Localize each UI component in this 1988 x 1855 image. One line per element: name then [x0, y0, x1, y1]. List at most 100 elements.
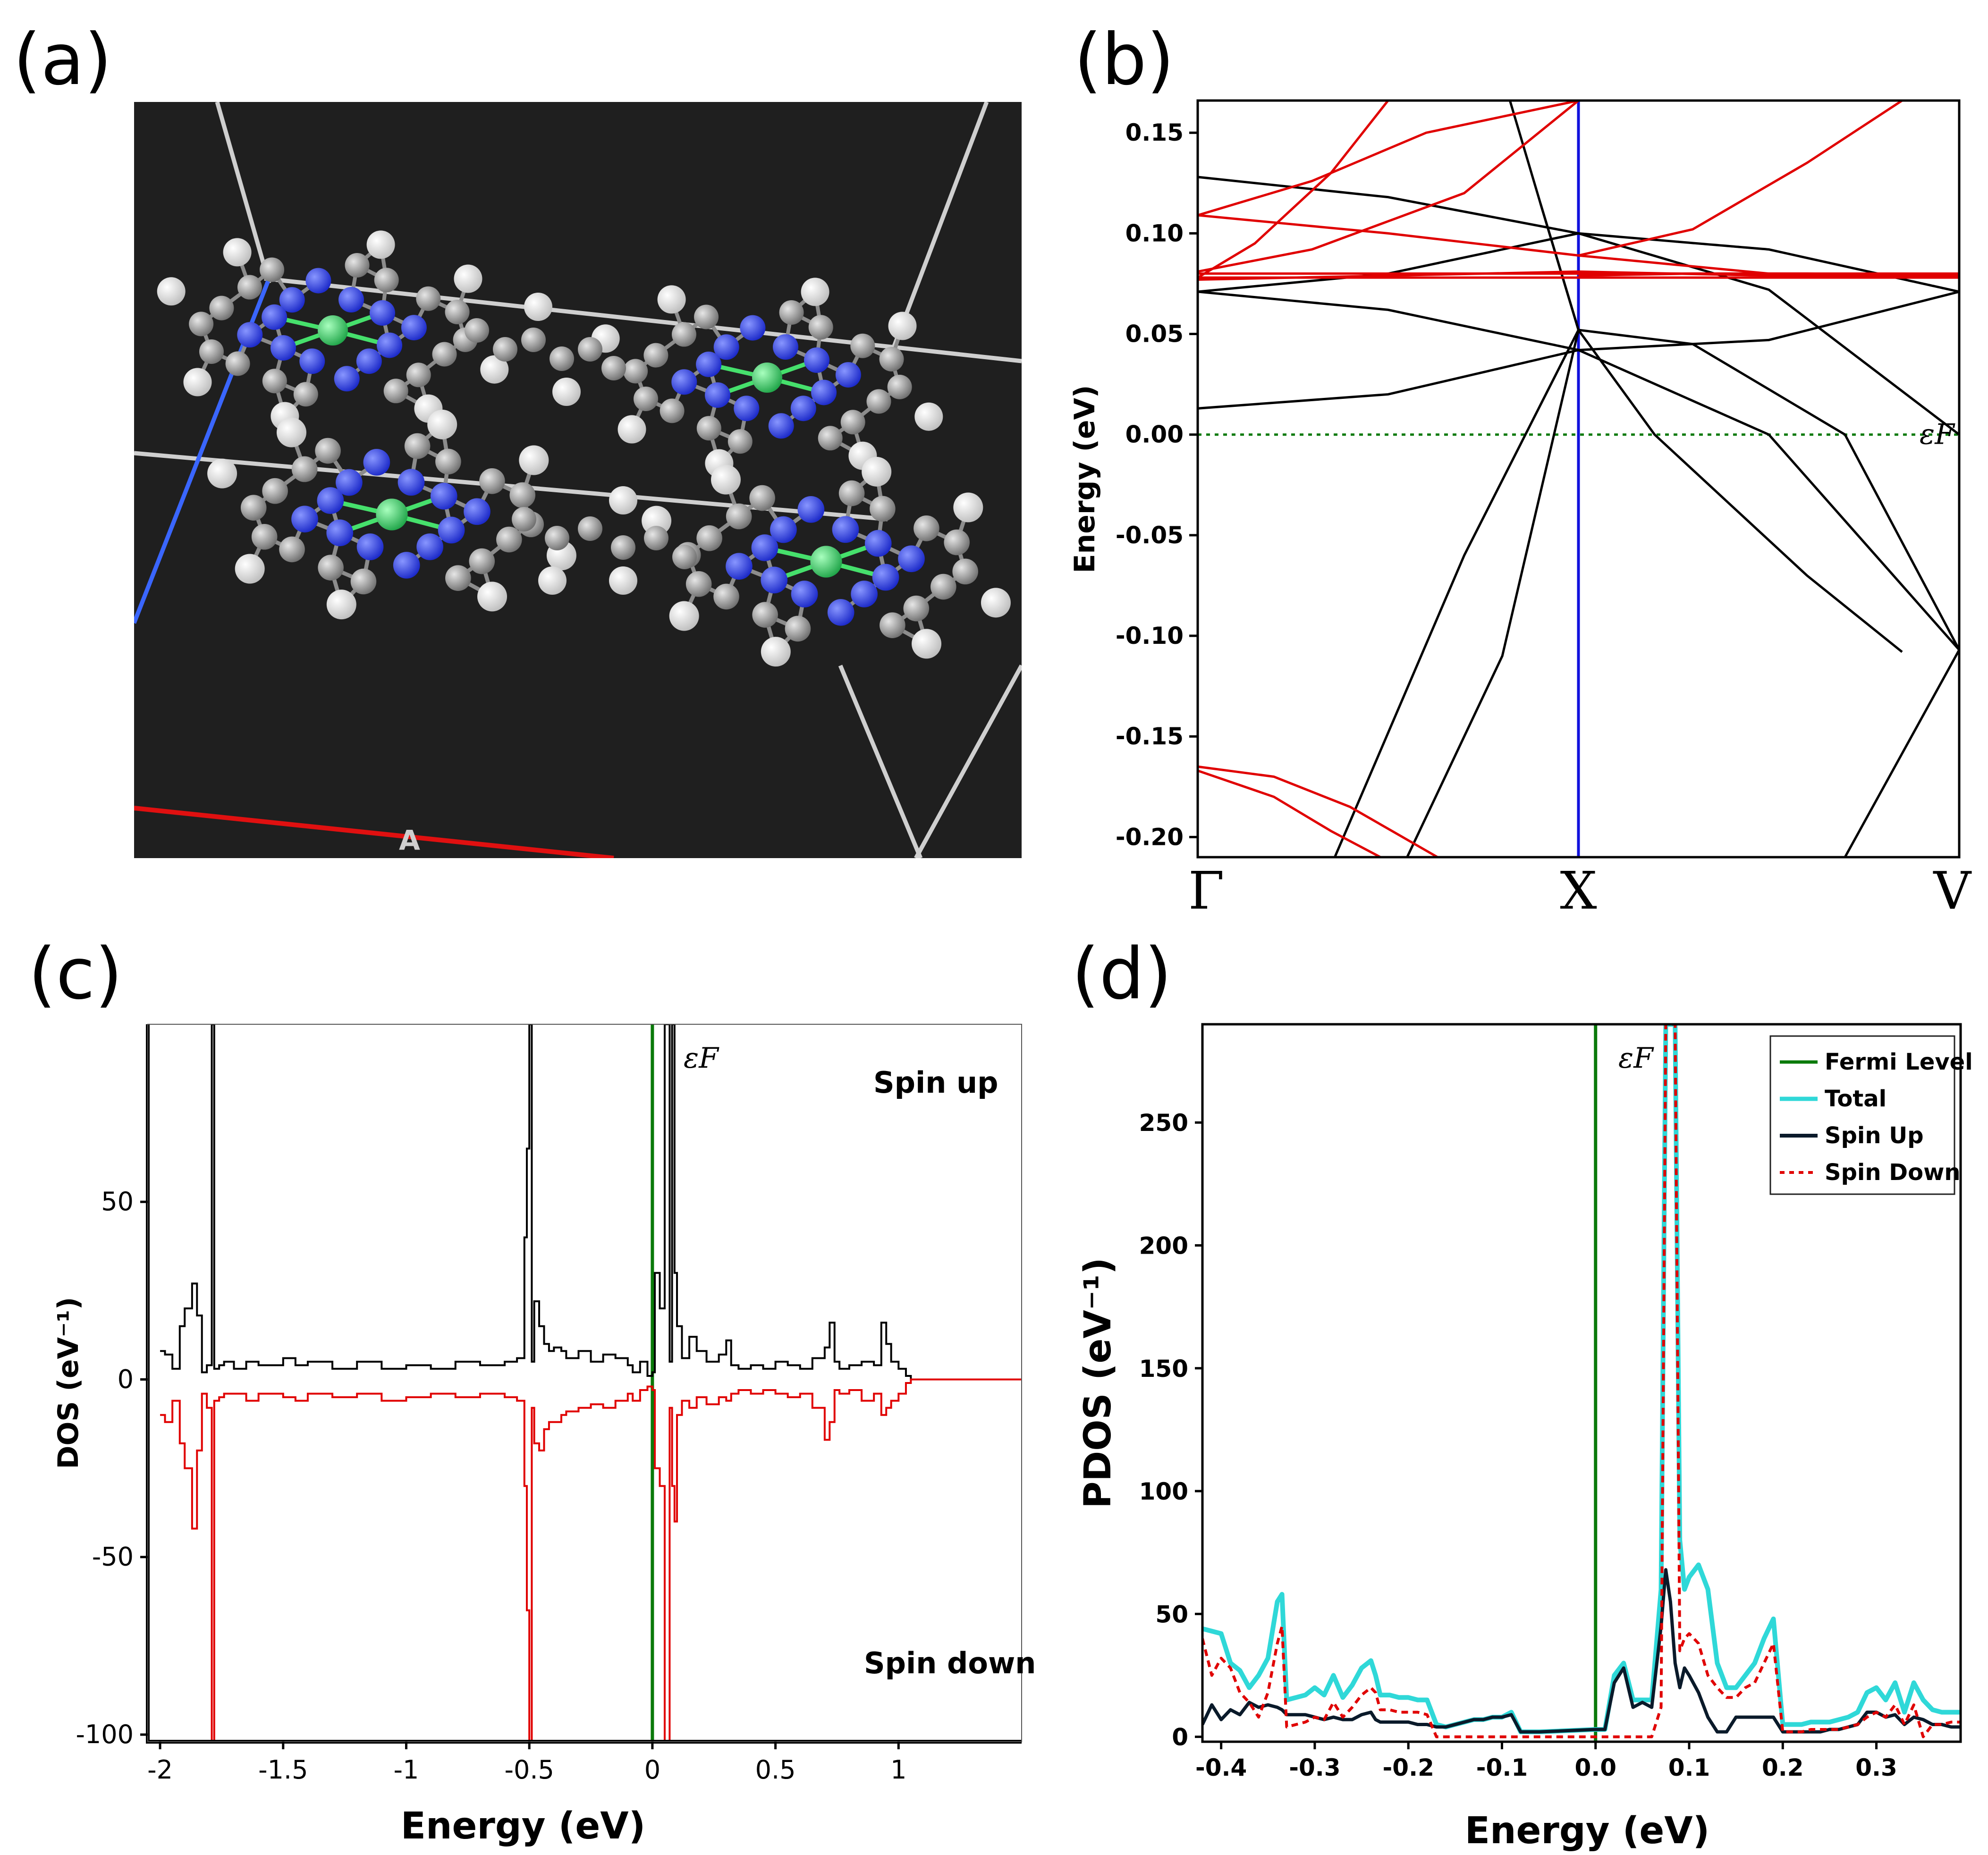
dos-series [160, 1024, 1022, 1742]
hydrogen-atom [207, 458, 237, 489]
band-line-4 [1198, 176, 1959, 436]
band-y-tick-label: 0.05 [1125, 320, 1184, 348]
carbon-atom [623, 359, 648, 384]
spin-down-annotation: Spin down [864, 1646, 1036, 1680]
band-line-6 [1406, 329, 1959, 857]
nitrogen-atom [790, 396, 816, 422]
carbon-atom [479, 468, 505, 494]
carbon-atom [432, 342, 457, 367]
metal-atom [376, 498, 408, 531]
carbon-atom [660, 398, 685, 423]
nitrogen-atom [291, 506, 318, 533]
carbon-atom [279, 536, 305, 563]
carbon-atom [416, 286, 441, 311]
pdos-x-ticks: -0.4 -0.3 -0.2 -0.1 0.0 0.1 0.2 0.3 [1195, 1742, 1897, 1781]
nitrogen-atom [356, 348, 382, 374]
hydrogen-atom [912, 629, 942, 659]
kpoint-label-V: V [1933, 860, 1972, 921]
nitrogen-atom [326, 519, 354, 547]
hydrogen-atom [761, 637, 791, 667]
pdos-x-tick-label: 0.1 [1668, 1754, 1710, 1781]
nitrogen-atom [370, 300, 395, 326]
carbon-atom [671, 322, 696, 347]
metal-atom [810, 546, 842, 578]
linker-carbon-atom [578, 337, 602, 362]
panel-label-d: (d) [1072, 933, 1172, 1015]
nitrogen-atom [299, 348, 325, 374]
hydrogen-atom [519, 445, 549, 475]
band-line-9 [1844, 649, 1959, 857]
band-structure-panel: 0.15 0.10 0.05 0.00 -0.05 -0.10 -0.15 -0.20 Γ X V… [1068, 99, 1972, 921]
pdos-series [1202, 1024, 1961, 1738]
pdos-x-tick-label: -0.4 [1195, 1754, 1247, 1781]
linker-carbon-atom [550, 346, 574, 371]
nitrogen-atom [713, 334, 739, 360]
dos-x-tick-label: 0 [644, 1755, 660, 1785]
hydrogen-atom [862, 456, 892, 487]
band-line-15 [1198, 101, 1389, 279]
bands [1198, 101, 1959, 857]
carbon-atom [469, 548, 495, 574]
linker-carbon-atom [512, 507, 536, 531]
nitrogen-atom [696, 351, 722, 377]
carbon-atom [944, 529, 970, 556]
carbon-atom [749, 485, 775, 511]
carbon-atom [728, 429, 753, 454]
nitrogen-atom [279, 287, 305, 313]
carbon-atom [251, 523, 278, 550]
carbon-atom [496, 526, 522, 553]
dos-y-tick-label: 0 [118, 1364, 134, 1394]
dos-x-tick-label: -0.5 [504, 1755, 554, 1785]
legend-label-fermi: Fermi Level [1825, 1049, 1973, 1075]
pdos-y-label: PDOS (eV⁻¹) [1077, 1257, 1119, 1508]
nitrogen-atom [356, 533, 384, 560]
carbon-atom [509, 482, 536, 508]
metal-atom [318, 315, 348, 346]
panel-label-a: (a) [13, 19, 112, 101]
linker-carbon-atom [545, 526, 569, 550]
dos-fermi-label: εF [684, 1042, 719, 1075]
carbon-atom [713, 583, 739, 610]
band-line-18 [1578, 272, 1903, 277]
carbon-atom [293, 382, 318, 407]
nitrogen-atom [334, 366, 360, 392]
carbon-atom [808, 315, 833, 340]
carbon-atom [931, 573, 956, 600]
nitrogen-atom [317, 487, 344, 514]
nitrogen-atom [363, 448, 390, 476]
carbon-atom [870, 496, 896, 522]
dos-axes [146, 1024, 1022, 1744]
nitrogen-atom [237, 322, 263, 348]
carbon-atom [726, 503, 752, 530]
nitrogen-atom [734, 396, 760, 422]
nitrogen-atom [338, 287, 364, 312]
nitrogen-atom [705, 382, 730, 408]
band-line-16 [1198, 101, 1580, 273]
carbon-atom [840, 410, 865, 435]
dos-x-tick-label: -1.5 [258, 1755, 308, 1785]
carbon-atom [240, 495, 267, 521]
band-y-tick-label: 0.15 [1125, 119, 1184, 146]
carbon-atom [850, 333, 875, 358]
carbon-atom [350, 568, 377, 595]
nitrogen-atom [832, 516, 859, 543]
nitrogen-atom [271, 335, 296, 361]
pdos-y-tick-label: 250 [1139, 1109, 1188, 1137]
pdos-y-tick-label: 0 [1172, 1724, 1188, 1751]
carbon-atom [752, 602, 778, 628]
hydrogen-atom [669, 601, 699, 631]
hydrogen-atom [454, 264, 482, 293]
dos-x-tick-label: 0.5 [755, 1755, 796, 1785]
band-y-tick-label: -0.20 [1116, 823, 1184, 851]
pdos-legend: Fermi Level Total Spin Up Spin Down [1769, 1035, 1973, 1195]
dos-line-spin-up [160, 1024, 1022, 1381]
linker-carbon-atom [493, 337, 517, 362]
pdos-x-tick-label: -0.2 [1383, 1754, 1434, 1781]
linker-carbon-atom [644, 526, 668, 550]
band-plot-frame [1196, 99, 1961, 859]
linker-carbon-atom [465, 318, 489, 343]
nitrogen-atom [336, 469, 363, 496]
nitrogen-atom [804, 347, 829, 373]
hydrogen-atom [183, 368, 212, 396]
